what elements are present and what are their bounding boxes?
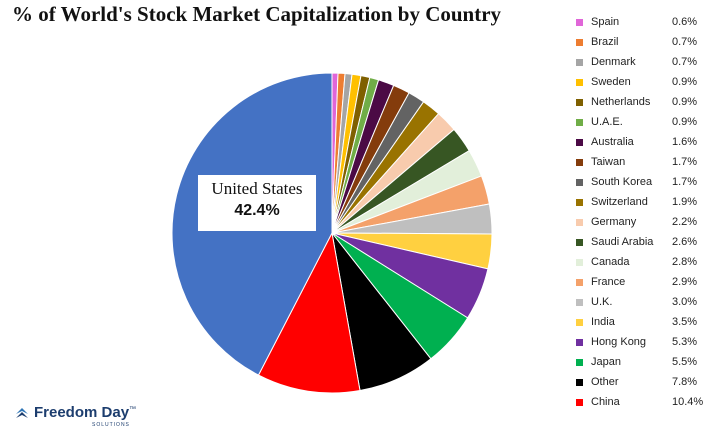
legend-label: U.A.E. [591, 116, 623, 128]
legend-swatch [576, 78, 583, 86]
legend-swatch [576, 178, 583, 186]
us-callout-label: United States [211, 179, 303, 198]
freedom-day-logo-icon [16, 407, 28, 418]
logo-subtitle: SOLUTIONS [92, 422, 130, 428]
legend-item-u-k: U.K. 3.0% [576, 292, 706, 312]
legend-swatch [576, 138, 583, 146]
logo-text: Freedom Day™ [34, 404, 137, 421]
us-callout-value: 42.4% [234, 202, 280, 219]
legend-item-taiwan: Taiwan 1.7% [576, 152, 706, 172]
legend-item-australia: Australia 1.6% [576, 132, 706, 152]
legend-label: Switzerland [591, 196, 648, 208]
legend-value: 2.8% [672, 256, 698, 268]
legend-value: 0.9% [672, 76, 698, 88]
legend-label: Brazil [591, 36, 619, 48]
chart-title: % of World's Stock Market Capitalization… [12, 2, 502, 26]
legend-swatch [576, 298, 583, 306]
us-callout: United States 42.4% [198, 175, 316, 231]
legend-item-germany: Germany 2.2% [576, 212, 706, 232]
legend-label: Canada [591, 256, 630, 268]
legend-swatch [576, 118, 583, 126]
legend-label: Sweden [591, 76, 631, 88]
legend-item-france: France 2.9% [576, 272, 706, 292]
legend-label: U.K. [591, 296, 613, 308]
legend-label: Hong Kong [591, 336, 647, 348]
legend-label: France [591, 276, 626, 288]
legend-swatch [576, 338, 583, 346]
legend-swatch [576, 158, 583, 166]
pie-slice-china [257, 231, 361, 394]
legend-item-u-a-e: U.A.E. 0.9% [576, 112, 706, 132]
brand-logo: Freedom Day™ SOLUTIONS [14, 404, 137, 428]
legend-label: Netherlands [591, 96, 651, 108]
legend-label: Taiwan [591, 156, 626, 168]
legend-swatch [576, 218, 583, 226]
legend-value: 1.6% [672, 136, 698, 148]
legend-label: India [591, 316, 615, 328]
legend-item-india: India 3.5% [576, 312, 706, 332]
legend-item-brazil: Brazil 0.7% [576, 32, 706, 52]
legend-item-denmark: Denmark 0.7% [576, 52, 706, 72]
legend-value: 5.5% [672, 356, 698, 368]
legend-value: 1.7% [672, 156, 698, 168]
legend-swatch [576, 378, 583, 386]
legend-label: Japan [591, 356, 621, 368]
legend-label: Australia [591, 136, 634, 148]
legend-swatch [576, 258, 583, 266]
legend-item-other: Other 7.8% [576, 372, 706, 392]
legend-value: 0.7% [672, 56, 698, 68]
legend-swatch [576, 398, 583, 406]
legend-value: 0.6% [672, 16, 698, 28]
legend-value: 1.7% [672, 176, 698, 188]
legend-item-japan: Japan 5.5% [576, 352, 706, 372]
legend-value: 10.4% [672, 396, 704, 408]
legend-value: 3.0% [672, 296, 698, 308]
legend-item-south-korea: South Korea 1.7% [576, 172, 706, 192]
legend-value: 3.5% [672, 316, 698, 328]
legend-value: 5.3% [672, 336, 698, 348]
legend-item-switzerland: Switzerland 1.9% [576, 192, 706, 212]
legend-item-spain: Spain 0.6% [576, 12, 706, 32]
legend-item-saudi-arabia: Saudi Arabia 2.6% [576, 232, 706, 252]
legend-item-canada: Canada 2.8% [576, 252, 706, 272]
legend-label: Spain [591, 16, 620, 28]
legend-item-netherlands: Netherlands 0.9% [576, 92, 706, 112]
legend-swatch [576, 358, 583, 366]
legend-value: 0.9% [672, 96, 698, 108]
legend-value: 0.7% [672, 36, 698, 48]
legend-swatch [576, 98, 583, 106]
legend-item-hong-kong: Hong Kong 5.3% [576, 332, 706, 352]
legend-label: Denmark [591, 56, 636, 68]
legend-item-sweden: Sweden 0.9% [576, 72, 706, 92]
legend-label: China [591, 396, 620, 408]
legend-label: South Korea [591, 176, 653, 188]
legend-swatch [576, 318, 583, 326]
legend-swatch [576, 58, 583, 66]
legend-swatch [576, 18, 583, 26]
legend-swatch [576, 238, 583, 246]
legend-label: Germany [591, 216, 637, 228]
legend-label: Saudi Arabia [591, 236, 654, 248]
legend-value: 2.9% [672, 276, 698, 288]
legend-swatch [576, 38, 583, 46]
legend-swatch [576, 198, 583, 206]
legend-value: 7.8% [672, 376, 698, 388]
legend-item-china: China 10.4% [576, 392, 706, 412]
legend-value: 2.2% [672, 216, 698, 228]
legend-value: 2.6% [672, 236, 698, 248]
legend-swatch [576, 278, 583, 286]
legend-label: Other [591, 376, 619, 388]
legend-value: 0.9% [672, 116, 698, 128]
legend-value: 1.9% [672, 196, 698, 208]
